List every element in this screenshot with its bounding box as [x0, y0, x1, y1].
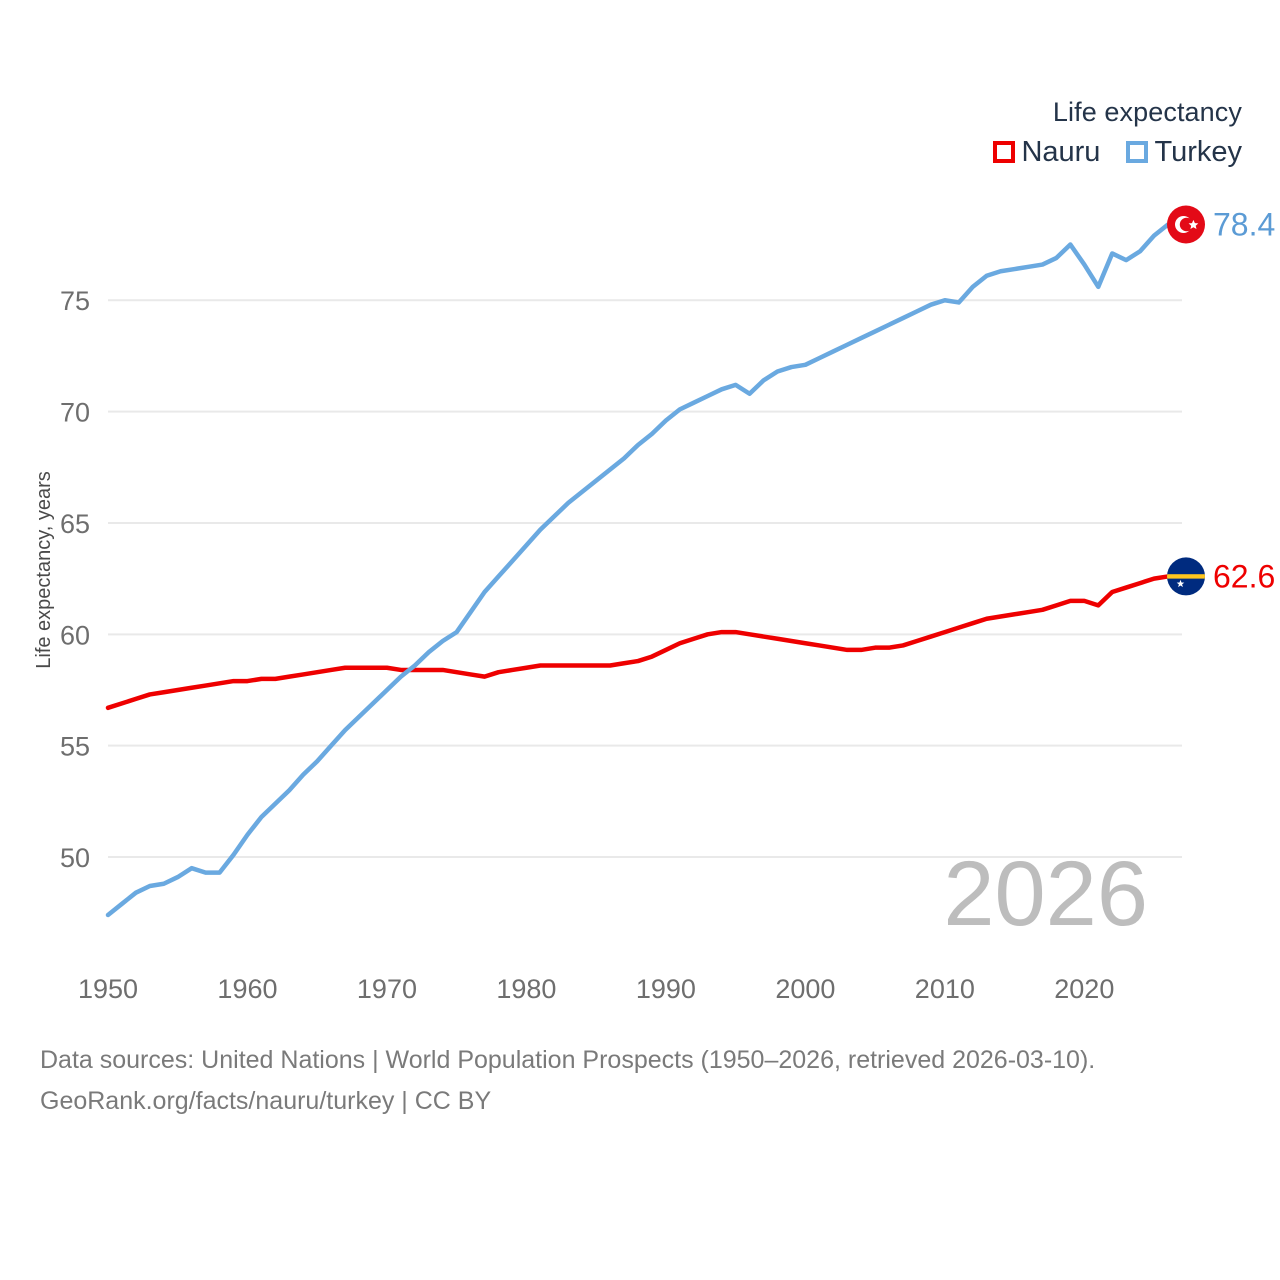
- x-tick-1970: 1970: [357, 974, 417, 1004]
- chart-legend: Life expectancy Nauru Turkey: [993, 96, 1242, 167]
- x-tick-1950: 1950: [78, 974, 138, 1004]
- y-tick-60: 60: [60, 620, 90, 650]
- x-tick-1980: 1980: [496, 974, 556, 1004]
- y-tick-50: 50: [60, 843, 90, 873]
- legend-item-nauru[interactable]: Nauru: [993, 135, 1101, 168]
- y-tick-75: 75: [60, 286, 90, 316]
- end-value-label-turkey: 78.4: [1213, 207, 1275, 243]
- footer-line-1: Data sources: United Nations | World Pop…: [40, 1046, 1096, 1074]
- end-value-label-nauru: 62.6: [1213, 558, 1275, 594]
- footer-sources: Data sources: United Nations | World Pop…: [40, 1040, 1220, 1121]
- legend-swatch-nauru: [993, 141, 1016, 164]
- footer-line-2: GeoRank.org/facts/nauru/turkey | CC BY: [40, 1086, 492, 1115]
- legend-label-nauru: Nauru: [1021, 135, 1101, 168]
- series-line-nauru: [105, 574, 1171, 711]
- turkey-flag-marker[interactable]: [1167, 205, 1205, 244]
- legend-label-turkey: Turkey: [1154, 135, 1242, 168]
- series-line-turkey: [105, 222, 1171, 918]
- x-tick-2000: 2000: [775, 974, 835, 1004]
- x-tick-1960: 1960: [217, 974, 277, 1004]
- y-tick-70: 70: [60, 398, 90, 428]
- y-axis-title: Life expectancy, years: [33, 471, 55, 669]
- legend-title: Life expectancy: [1052, 97, 1242, 127]
- x-tick-2010: 2010: [915, 974, 975, 1004]
- x-axis-tick-labels: 1950 1960 1970 1980 1990 2000 2010 2020: [78, 974, 1114, 1004]
- legend-item-turkey[interactable]: Turkey: [1126, 135, 1242, 168]
- x-tick-2020: 2020: [1054, 974, 1114, 1004]
- gridlines: [108, 299, 1182, 859]
- y-tick-65: 65: [60, 509, 90, 539]
- watermark-year: 2026: [943, 843, 1148, 945]
- nauru-flag-marker[interactable]: [1166, 557, 1206, 596]
- legend-items: Nauru Turkey: [993, 135, 1242, 168]
- y-tick-55: 55: [60, 732, 90, 762]
- x-tick-1990: 1990: [636, 974, 696, 1004]
- legend-swatch-turkey: [1126, 141, 1149, 164]
- y-axis-tick-labels: 50 55 60 65 70 75: [60, 286, 90, 873]
